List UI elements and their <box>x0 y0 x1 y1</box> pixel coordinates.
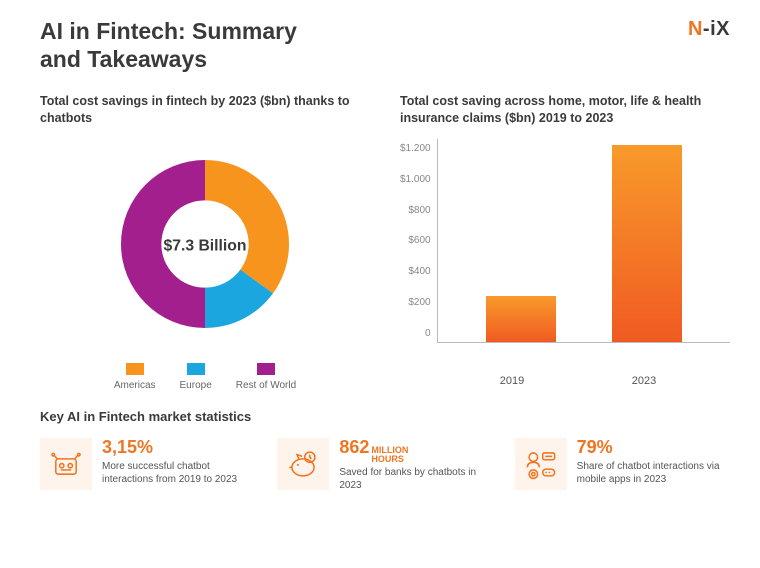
stat-desc: Saved for banks by chatbots in 2023 <box>339 466 492 492</box>
bar-wrap: $1.200 $1.000 $800 $600 $400 $200 0 <box>400 139 730 369</box>
bar-tick: $1.000 <box>400 174 431 185</box>
bar-tick: 0 <box>425 328 431 339</box>
bar-label: 2019 <box>477 375 547 387</box>
stat-icon <box>277 438 329 490</box>
legend-swatch <box>257 363 275 375</box>
bar-tick: $800 <box>408 205 430 216</box>
stat-icon <box>515 438 567 490</box>
donut-center-label: $7.3 Billion <box>163 237 246 254</box>
donut-slice <box>205 160 289 293</box>
stat-desc: Share of chatbot interactions via mobile… <box>577 460 730 486</box>
donut-legend: Americas Europe Rest of World <box>114 363 296 391</box>
legend-label: Rest of World <box>236 380 296 391</box>
legend-label: Europe <box>180 380 212 391</box>
legend-swatch <box>126 363 144 375</box>
legend-item: Rest of World <box>236 363 296 391</box>
page-title: AI in Fintech: Summary and Takeaways <box>40 18 340 73</box>
bar-plot <box>437 139 730 343</box>
legend-item: Europe <box>180 363 212 391</box>
stat-value: 3,15% <box>102 438 153 458</box>
bar <box>486 296 556 342</box>
bar-tick: $600 <box>408 235 430 246</box>
stats-section: Key AI in Fintech market statistics 3,15… <box>0 391 760 492</box>
donut-wrap: $7.3 Billion Americas Europe Rest of World <box>40 139 370 391</box>
legend-item: Americas <box>114 363 156 391</box>
charts-row: Total cost savings in fintech by 2023 ($… <box>0 83 760 391</box>
bar <box>612 145 682 342</box>
logo-n: N <box>688 18 703 40</box>
donut-title: Total cost savings in fintech by 2023 ($… <box>40 93 370 127</box>
stat-desc: More successful chatbot interactions fro… <box>102 460 255 486</box>
donut-chart-block: Total cost savings in fintech by 2023 ($… <box>40 93 370 391</box>
bar-label: 2023 <box>609 375 679 387</box>
bar-y-axis: $1.200 $1.000 $800 $600 $400 $200 0 <box>400 139 437 339</box>
stats-title: Key AI in Fintech market statistics <box>40 409 730 424</box>
stat-icon <box>40 438 92 490</box>
stat-value-suffix: MILLIONHOURS <box>371 446 408 464</box>
bar-tick: $200 <box>408 297 430 308</box>
stat-card: 3,15%More successful chatbot interaction… <box>40 438 255 492</box>
logo-ix: iX <box>710 18 730 40</box>
header: AI in Fintech: Summary and Takeaways N-i… <box>0 0 760 83</box>
bar-chart-block: Total cost saving across home, motor, li… <box>400 93 730 391</box>
stat-value: 862 <box>339 438 369 458</box>
bar-title: Total cost saving across home, motor, li… <box>400 93 730 127</box>
bar-tick: $1.200 <box>400 143 431 154</box>
bar-x-labels: 2019 2023 <box>400 369 730 387</box>
stat-text: 3,15%More successful chatbot interaction… <box>102 438 255 486</box>
brand-logo: N-iX <box>688 18 730 41</box>
bar-tick: $400 <box>408 266 430 277</box>
stat-text: 862MILLIONHOURS Saved for banks by chatbo… <box>339 438 492 492</box>
stat-card: 862MILLIONHOURS Saved for banks by chatbo… <box>277 438 492 492</box>
donut-svg: $7.3 Billion <box>100 139 310 349</box>
stat-text: 79%Share of chatbot interactions via mob… <box>577 438 730 486</box>
legend-label: Americas <box>114 380 156 391</box>
stat-card: 79%Share of chatbot interactions via mob… <box>515 438 730 492</box>
legend-swatch <box>187 363 205 375</box>
stats-row: 3,15%More successful chatbot interaction… <box>40 438 730 492</box>
stat-value: 79% <box>577 438 613 458</box>
